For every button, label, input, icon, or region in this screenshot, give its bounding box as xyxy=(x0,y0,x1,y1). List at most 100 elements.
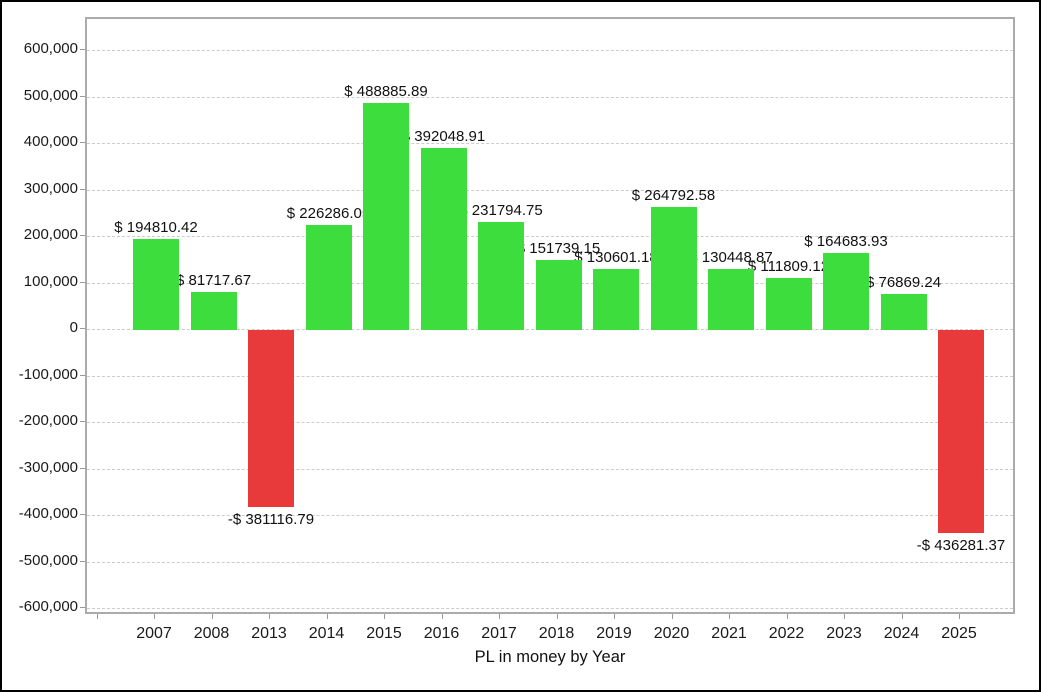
bar-2018 xyxy=(535,259,582,331)
x-tick-mark xyxy=(384,614,385,619)
bar-2022 xyxy=(765,278,812,331)
bar-value-label-2013: -$ 381116.79 xyxy=(227,511,315,529)
bar-2007 xyxy=(133,239,179,331)
x-tick-mark xyxy=(844,614,845,619)
x-tick-mark xyxy=(269,614,270,619)
y-tick-label: 100,000 xyxy=(23,272,78,290)
x-tick-label-2024: 2024 xyxy=(883,625,920,642)
y-tick-mark xyxy=(80,49,85,51)
x-tick-mark xyxy=(154,614,155,619)
bar-value-label-2017: $ 231794.75 xyxy=(459,202,543,220)
x-tick-label-2022: 2022 xyxy=(768,625,805,642)
x-tick-label-2019: 2019 xyxy=(596,625,632,642)
bar-2017 xyxy=(478,222,524,331)
y-tick-label: -100,000 xyxy=(18,365,78,383)
y-tick-label: 600,000 xyxy=(23,40,78,58)
y-tick-label: 400,000 xyxy=(23,133,78,151)
bar-2020 xyxy=(650,206,697,331)
y-tick-label: -400,000 xyxy=(18,505,78,523)
x-tick-label-2017: 2017 xyxy=(481,625,517,642)
x-tick-mark xyxy=(499,614,500,619)
bar-value-label-2007: $ 194810.42 xyxy=(114,219,198,237)
bar-value-label-2025: -$ 436281.37 xyxy=(916,536,1006,554)
bar-value-label-2008: $ 81717.67 xyxy=(175,272,252,290)
y-tick-label: 0 xyxy=(69,319,78,337)
x-tick-label-2008: 2008 xyxy=(193,625,230,642)
gridline xyxy=(87,608,1013,610)
gridline xyxy=(87,561,1013,563)
gridline xyxy=(87,422,1013,424)
x-tick-mark xyxy=(211,614,213,619)
y-tick-label: -200,000 xyxy=(18,412,78,430)
y-tick-mark xyxy=(80,560,85,562)
gridline xyxy=(87,515,1013,517)
bar-2024 xyxy=(880,294,927,331)
y-tick-mark xyxy=(80,374,85,376)
bar-2021 xyxy=(708,269,754,331)
x-tick-label-2015: 2015 xyxy=(366,625,402,642)
plot-area: $ 194810.42 $ 81717.67 -$ 381116.79 $ 22628… xyxy=(85,17,1015,614)
bar-2008 xyxy=(190,292,237,331)
x-tick-mark xyxy=(441,614,443,619)
x-tick-label-2021: 2021 xyxy=(711,625,747,642)
y-tick-label: 500,000 xyxy=(23,86,78,104)
bar-2015 xyxy=(363,102,409,331)
y-tick-mark xyxy=(80,467,85,469)
y-tick-mark xyxy=(80,235,85,237)
bar-value-label-2016: $ 392048.91 xyxy=(401,127,486,145)
x-tick-mark xyxy=(729,614,730,619)
x-tick-label-2018: 2018 xyxy=(538,625,575,642)
gridline xyxy=(87,96,1013,98)
y-tick-label: 200,000 xyxy=(23,226,78,244)
gridline xyxy=(87,189,1013,191)
bar-value-label-2021: $ 130448.87 xyxy=(689,249,773,267)
bar-value-label-2022: $ 111809.12 xyxy=(747,258,830,276)
gridline xyxy=(87,50,1013,52)
bar-2023 xyxy=(823,253,869,331)
y-tick-label: 300,000 xyxy=(23,179,78,197)
bar-value-label-2019: $ 130601.18 xyxy=(574,249,658,267)
y-tick-mark xyxy=(80,421,85,423)
y-tick-mark xyxy=(80,328,85,330)
bar-value-label-2015: $ 488885.89 xyxy=(344,82,428,100)
bar-2019 xyxy=(593,269,639,331)
x-tick-label-2023: 2023 xyxy=(826,625,862,642)
bar-value-label-2014: $ 226286.05 xyxy=(286,204,371,222)
y-tick-mark xyxy=(80,281,85,283)
x-tick-mark xyxy=(901,614,903,619)
bar-value-label-2023: $ 164683.93 xyxy=(804,233,888,251)
bar-2014 xyxy=(305,224,352,331)
y-tick-label: -500,000 xyxy=(18,551,78,569)
x-tick-mark xyxy=(786,614,788,619)
y-tick-mark xyxy=(80,95,85,97)
gridline xyxy=(87,375,1013,377)
bar-2025 xyxy=(938,330,984,533)
y-tick-mark xyxy=(80,514,85,516)
y-tick-mark xyxy=(80,188,85,190)
x-tick-label-2007: 2007 xyxy=(136,625,172,642)
bar-value-label-2020: $ 264792.58 xyxy=(631,186,716,204)
gridline xyxy=(87,143,1013,145)
chart-title: PL in money by Year xyxy=(474,648,626,666)
y-tick-label: -300,000 xyxy=(18,458,78,476)
x-tick-mark xyxy=(614,614,615,619)
bar-value-label-2018: $ 151739.15 xyxy=(516,239,601,257)
gridline xyxy=(87,236,1013,238)
bar-value-label-2024: $ 76869.24 xyxy=(865,274,942,292)
x-tick-mark xyxy=(96,614,98,619)
x-tick-mark xyxy=(671,614,673,619)
gridline xyxy=(87,468,1013,470)
bar-2016 xyxy=(420,147,467,331)
x-tick-mark xyxy=(556,614,558,619)
x-tick-label-2016: 2016 xyxy=(423,625,460,642)
y-tick-mark xyxy=(80,607,85,609)
x-tick-mark xyxy=(959,614,960,619)
x-tick-label-2013: 2013 xyxy=(251,625,287,642)
bar-2013 xyxy=(248,330,294,508)
x-tick-label-2025: 2025 xyxy=(941,625,977,642)
x-tick-label-2020: 2020 xyxy=(653,625,690,642)
x-tick-mark xyxy=(326,614,328,619)
y-tick-mark xyxy=(80,142,85,144)
x-tick-label-2014: 2014 xyxy=(308,625,345,642)
